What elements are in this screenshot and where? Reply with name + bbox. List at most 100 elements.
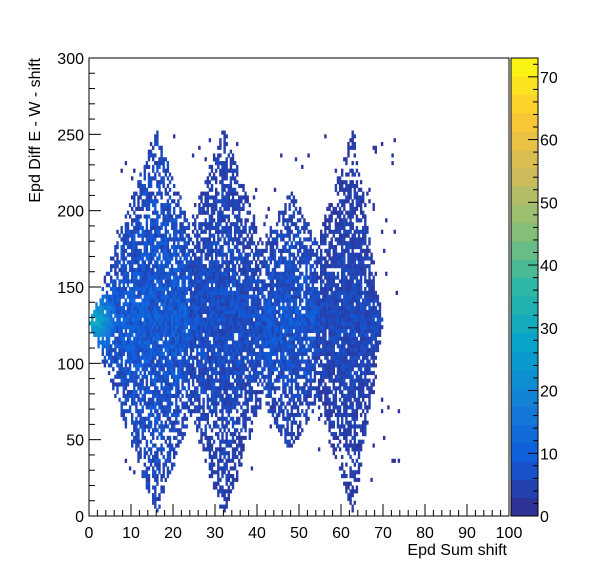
heatmap-cell — [145, 439, 149, 444]
heatmap-cell — [181, 348, 184, 353]
heatmap-cell — [265, 313, 268, 318]
heatmap-cell — [294, 241, 298, 246]
heatmap-cell — [128, 393, 132, 398]
heatmap-cell — [215, 370, 218, 376]
heatmap-cell — [227, 260, 230, 265]
heatmap-cell — [154, 458, 157, 463]
heatmap-cell — [229, 466, 233, 471]
heatmap-cell — [143, 302, 146, 307]
heatmap-cell — [223, 359, 226, 364]
heatmap-cell — [294, 435, 298, 440]
heatmap-cell — [170, 283, 174, 288]
heatmap-cell — [154, 237, 157, 242]
heatmap-cell — [284, 298, 287, 303]
heatmap-cell — [118, 370, 121, 376]
heatmap-cell — [282, 325, 285, 330]
heatmap-cell — [126, 260, 130, 265]
heatmap-cell — [141, 367, 144, 372]
heatmap-cell — [152, 363, 155, 368]
heatmap-cell — [299, 298, 302, 303]
heatmap-cell — [210, 256, 214, 261]
heatmap-cell — [198, 370, 201, 376]
heatmap-cell — [164, 264, 167, 269]
heatmap-cell — [290, 344, 293, 349]
heatmap-cell — [154, 454, 157, 460]
heatmap-cell — [196, 256, 199, 261]
heatmap-cell — [227, 294, 230, 299]
heatmap-cell — [173, 336, 176, 341]
heatmap-cell — [149, 302, 153, 307]
heatmap-cell — [177, 374, 180, 379]
heatmap-cell — [271, 332, 275, 337]
heatmap-cell — [137, 325, 140, 330]
heatmap-cell — [296, 229, 300, 234]
heatmap-cell — [280, 374, 283, 379]
heatmap-cell — [179, 439, 182, 444]
heatmap-cell — [135, 390, 138, 395]
heatmap-cell — [120, 267, 123, 273]
heatmap-cell — [135, 424, 138, 429]
heatmap-cell — [124, 237, 128, 242]
heatmap-cell — [204, 191, 207, 196]
heatmap-cell — [263, 317, 266, 322]
heatmap-cell — [215, 287, 218, 292]
heatmap-cell — [296, 279, 300, 284]
heatmap-cell — [147, 241, 151, 246]
heatmap-cell — [164, 393, 167, 398]
heatmap-cell — [215, 424, 218, 429]
heatmap-cell — [280, 370, 283, 376]
heatmap-cell — [191, 306, 195, 311]
heatmap-cell — [139, 321, 142, 326]
heatmap-cell — [154, 294, 157, 299]
heatmap-cell — [173, 447, 176, 452]
heatmap-cell — [240, 359, 243, 364]
heatmap-cell — [137, 294, 140, 299]
heatmap-cell — [309, 367, 312, 372]
heatmap-cell — [229, 332, 233, 337]
heatmap-cell — [240, 241, 243, 246]
heatmap-cell — [164, 256, 167, 261]
heatmap-cell — [156, 199, 159, 204]
heatmap-cell — [187, 287, 191, 292]
heatmap-cell — [248, 428, 251, 433]
heatmap-cell — [128, 294, 132, 299]
heatmap-cell — [294, 344, 298, 349]
heatmap-cell — [236, 294, 239, 299]
heatmap-cell — [284, 432, 287, 437]
heatmap-cell — [198, 203, 201, 208]
heatmap-cell — [185, 290, 188, 295]
heatmap-cell — [275, 401, 279, 406]
heatmap-cell — [181, 233, 184, 238]
heatmap-cell — [118, 325, 121, 330]
heatmap-cell — [248, 370, 251, 376]
heatmap-cell — [147, 313, 151, 318]
heatmap-cell — [112, 355, 115, 360]
heatmap-cell — [137, 306, 140, 311]
heatmap-cell — [196, 306, 199, 311]
heatmap-cell — [143, 283, 146, 288]
heatmap-cell — [275, 237, 279, 242]
heatmap-cell — [233, 477, 237, 482]
heatmap-cell — [128, 241, 132, 246]
heatmap-cell — [284, 386, 287, 391]
heatmap-cell — [141, 302, 144, 307]
heatmap-cell — [217, 222, 220, 227]
heatmap-cell — [191, 382, 195, 387]
heatmap-cell — [254, 309, 258, 315]
heatmap-cell — [278, 409, 281, 414]
heatmap-cell — [217, 199, 220, 204]
heatmap-cell — [143, 363, 146, 368]
heatmap-cell — [273, 401, 277, 406]
heatmap-cell — [141, 332, 144, 337]
heatmap-cell — [229, 309, 233, 315]
heatmap-cell — [271, 302, 275, 307]
heatmap-cell — [187, 248, 191, 253]
heatmap-cell — [217, 493, 220, 498]
heatmap-cell — [179, 390, 182, 395]
heatmap-cell — [225, 451, 228, 456]
heatmap-cell — [164, 477, 167, 482]
heatmap-cell — [233, 187, 237, 192]
heatmap-cell — [173, 206, 176, 211]
heatmap-cell — [139, 317, 142, 322]
heatmap-cell — [292, 210, 296, 215]
